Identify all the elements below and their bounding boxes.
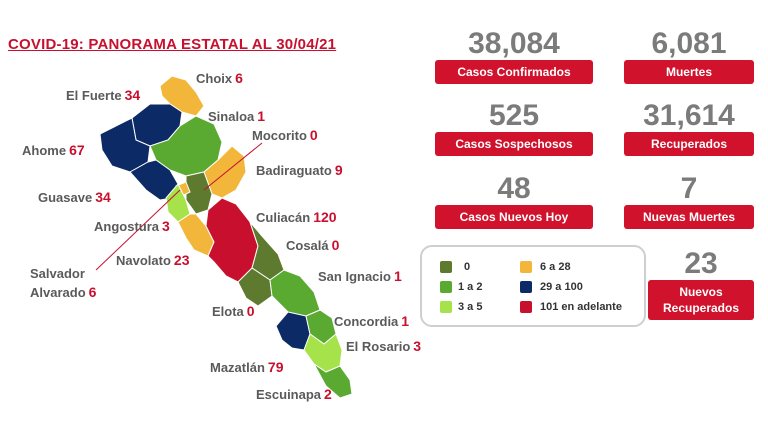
stat-nuevos-recuperados: 23 Nuevos Recuperados bbox=[648, 248, 754, 320]
leader-salvador-alvarado bbox=[95, 189, 181, 271]
stat-label: Casos Confirmados bbox=[435, 60, 593, 84]
stat-label: Casos Nuevos Hoy bbox=[435, 205, 593, 229]
label-cosala: Cosalá 0 bbox=[286, 237, 340, 253]
stat-recuperados: 31,614 Recuperados bbox=[624, 100, 754, 156]
legend-swatch-1 bbox=[440, 281, 452, 293]
stat-value: 48 bbox=[497, 172, 531, 205]
legend-swatch-5 bbox=[520, 301, 532, 313]
stat-value: 525 bbox=[488, 99, 540, 132]
label-sinaloa: Sinaloa 1 bbox=[208, 108, 266, 124]
leader-mocorito bbox=[203, 142, 263, 191]
legend-swatch-4 bbox=[520, 281, 532, 293]
region-choix[interactable] bbox=[159, 75, 205, 117]
stat-value: 38,084 bbox=[468, 27, 560, 60]
legend-label: 3 a 5 bbox=[458, 301, 483, 313]
label-escuinapa: Escuinapa 2 bbox=[256, 386, 332, 402]
label-culiacan: Culiacán 120 bbox=[256, 209, 337, 225]
stat-sospechosos: 525 Casos Sospechosos bbox=[435, 100, 593, 156]
label-concordia: Concordia 1 bbox=[334, 313, 410, 329]
label-salvador-alvarado: Salvador Alvarado 6 bbox=[30, 266, 97, 300]
stat-label: Nuevos Recuperados bbox=[648, 280, 754, 320]
stat-label: Nuevas Muertes bbox=[624, 205, 754, 229]
stat-nuevas-muertes: 7 Nuevas Muertes bbox=[624, 173, 754, 229]
stat-value: 7 bbox=[680, 172, 698, 205]
region-escuinapa[interactable] bbox=[313, 363, 353, 399]
legend-label: 1 a 2 bbox=[458, 281, 483, 293]
stat-label: Muertes bbox=[624, 60, 754, 84]
label-el-rosario: El Rosario 3 bbox=[346, 338, 422, 354]
legend-swatch-2 bbox=[440, 301, 452, 313]
stat-value: 23 bbox=[684, 247, 718, 280]
legend-label: 6 a 28 bbox=[540, 261, 571, 273]
label-mocorito: Mocorito 0 bbox=[252, 127, 318, 143]
legend-swatch-0 bbox=[440, 261, 452, 273]
legend-label: 0 bbox=[464, 261, 471, 273]
stat-muertes: 6,081 Muertes bbox=[624, 28, 754, 84]
label-elota: Elota 0 bbox=[212, 303, 255, 319]
label-choix: Choix 6 bbox=[196, 70, 243, 86]
label-badiraguato: Badiraguato 9 bbox=[256, 162, 343, 178]
sinaloa-map bbox=[95, 75, 353, 399]
region-san-ignacio[interactable] bbox=[269, 269, 321, 317]
label-navolato: Navolato 23 bbox=[116, 252, 190, 268]
legend-label: 101 en adelante bbox=[540, 301, 622, 313]
region-badiraguato[interactable] bbox=[203, 145, 247, 199]
label-san-ignacio: San Ignacio 1 bbox=[318, 268, 402, 284]
region-mazatlan[interactable] bbox=[275, 311, 311, 351]
stat-label: Casos Sospechosos bbox=[435, 132, 593, 156]
legend: 0 1 a 2 3 a 5 6 a 28 29 a 100 101 en ade… bbox=[420, 245, 646, 327]
legend-swatch-3 bbox=[520, 261, 532, 273]
stat-nuevos-hoy: 48 Casos Nuevos Hoy bbox=[435, 173, 593, 229]
label-ahome: Ahome 67 bbox=[22, 142, 85, 158]
label-guasave: Guasave 34 bbox=[38, 189, 111, 205]
label-angostura: Angostura 3 bbox=[94, 218, 170, 234]
label-mazatlan: Mazatlán 79 bbox=[210, 359, 284, 375]
page-title: COVID-19: PANORAMA ESTATAL AL 30/04/21 bbox=[8, 36, 337, 53]
stat-value: 31,614 bbox=[643, 99, 735, 132]
stat-value: 6,081 bbox=[651, 27, 727, 60]
stat-label: Recuperados bbox=[624, 132, 754, 156]
label-el-fuerte: El Fuerte 34 bbox=[66, 87, 141, 103]
legend-label: 29 a 100 bbox=[540, 281, 583, 293]
stat-confirmados: 38,084 Casos Confirmados bbox=[435, 28, 593, 84]
